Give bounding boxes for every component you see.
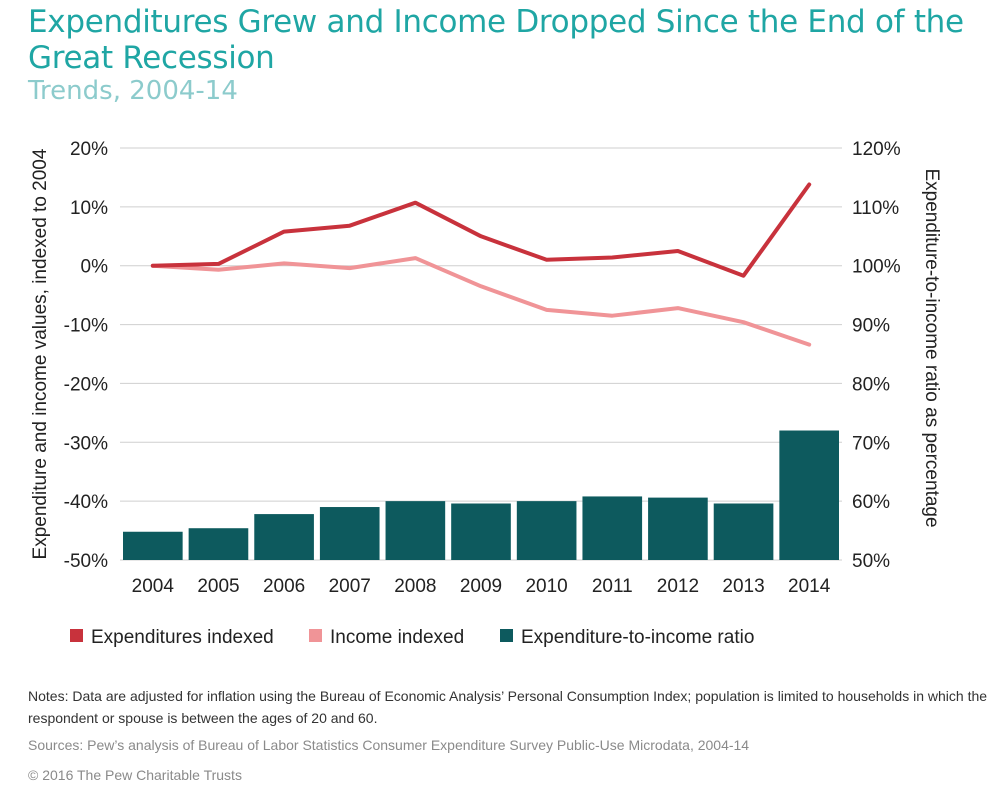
- left-tick-label: 20%: [70, 139, 108, 160]
- x-tick-label: 2006: [263, 576, 305, 597]
- left-tick-label: -40%: [64, 492, 108, 513]
- x-tick-label: 2007: [329, 576, 371, 597]
- ratio-bar: [516, 501, 577, 560]
- right-tick-label: 120%: [852, 139, 901, 160]
- ratio-bar: [582, 496, 643, 560]
- x-tick-label: 2008: [394, 576, 436, 597]
- left-tick-label: -50%: [64, 551, 108, 572]
- x-tick-label: 2014: [788, 576, 831, 597]
- income-line: [150, 256, 812, 347]
- legend-item-expenditures: Expenditures indexed: [70, 627, 274, 649]
- x-tick-label: 2010: [525, 576, 567, 597]
- ratio-bar: [451, 503, 511, 560]
- right-tick-label: 100%: [852, 257, 901, 278]
- left-tick-label: -10%: [64, 316, 108, 337]
- left-tick-label: -20%: [64, 374, 108, 395]
- legend-label-ratio: Expenditure-to-income ratio: [521, 627, 755, 648]
- left-tick-label: 10%: [70, 198, 108, 219]
- legend-swatch-income: [309, 629, 322, 643]
- legend-swatch-expenditures: [70, 629, 83, 643]
- chart-title: Expenditures Grew and Income Dropped Sin…: [28, 4, 964, 76]
- legend-item-ratio: Expenditure-to-income ratio: [500, 627, 754, 649]
- legend-item-income: Income indexed: [309, 627, 464, 649]
- sources-text: Sources: Pew’s analysis of Bureau of Lab…: [28, 737, 750, 753]
- left-tick-label: 0%: [81, 257, 109, 278]
- right-axis-label: Expenditure-to-income ratio as percentag…: [921, 168, 942, 527]
- legend-label-expenditures: Expenditures indexed: [91, 627, 274, 648]
- right-tick-label: 60%: [852, 492, 890, 513]
- ratio-bar: [319, 507, 380, 560]
- x-tick-label: 2013: [722, 576, 764, 597]
- chart-subtitle: Trends, 2004-14: [28, 76, 238, 106]
- copyright-text: © 2016 The Pew Charitable Trusts: [28, 767, 242, 783]
- ratio-bar: [254, 514, 314, 560]
- x-tick-label: 2011: [592, 576, 633, 597]
- right-tick-label: 70%: [852, 433, 890, 454]
- x-tick-label: 2005: [197, 576, 239, 597]
- right-tick-label: 50%: [852, 551, 890, 572]
- x-tick-label: 2009: [460, 576, 502, 597]
- legend-swatch-ratio: [500, 629, 513, 643]
- ratio-bar: [648, 497, 708, 560]
- expenditures-line: [150, 182, 812, 278]
- right-tick-label: 110%: [852, 198, 899, 219]
- right-tick-label: 80%: [852, 374, 890, 395]
- legend-label-income: Income indexed: [330, 627, 465, 648]
- ratio-bar: [385, 501, 446, 560]
- ratio-bar: [123, 531, 183, 560]
- x-tick-label: 2012: [657, 576, 699, 597]
- x-tick-label: 2004: [132, 576, 175, 597]
- left-axis-label: Expenditure and income values, indexed t…: [30, 148, 51, 559]
- right-tick-label: 90%: [852, 316, 890, 337]
- left-tick-label: -30%: [64, 433, 108, 454]
- notes-text: Notes: Data are adjusted for inflation u…: [28, 688, 988, 726]
- ratio-bar: [713, 503, 774, 560]
- ratio-bar: [188, 528, 249, 560]
- ratio-bar: [779, 430, 839, 560]
